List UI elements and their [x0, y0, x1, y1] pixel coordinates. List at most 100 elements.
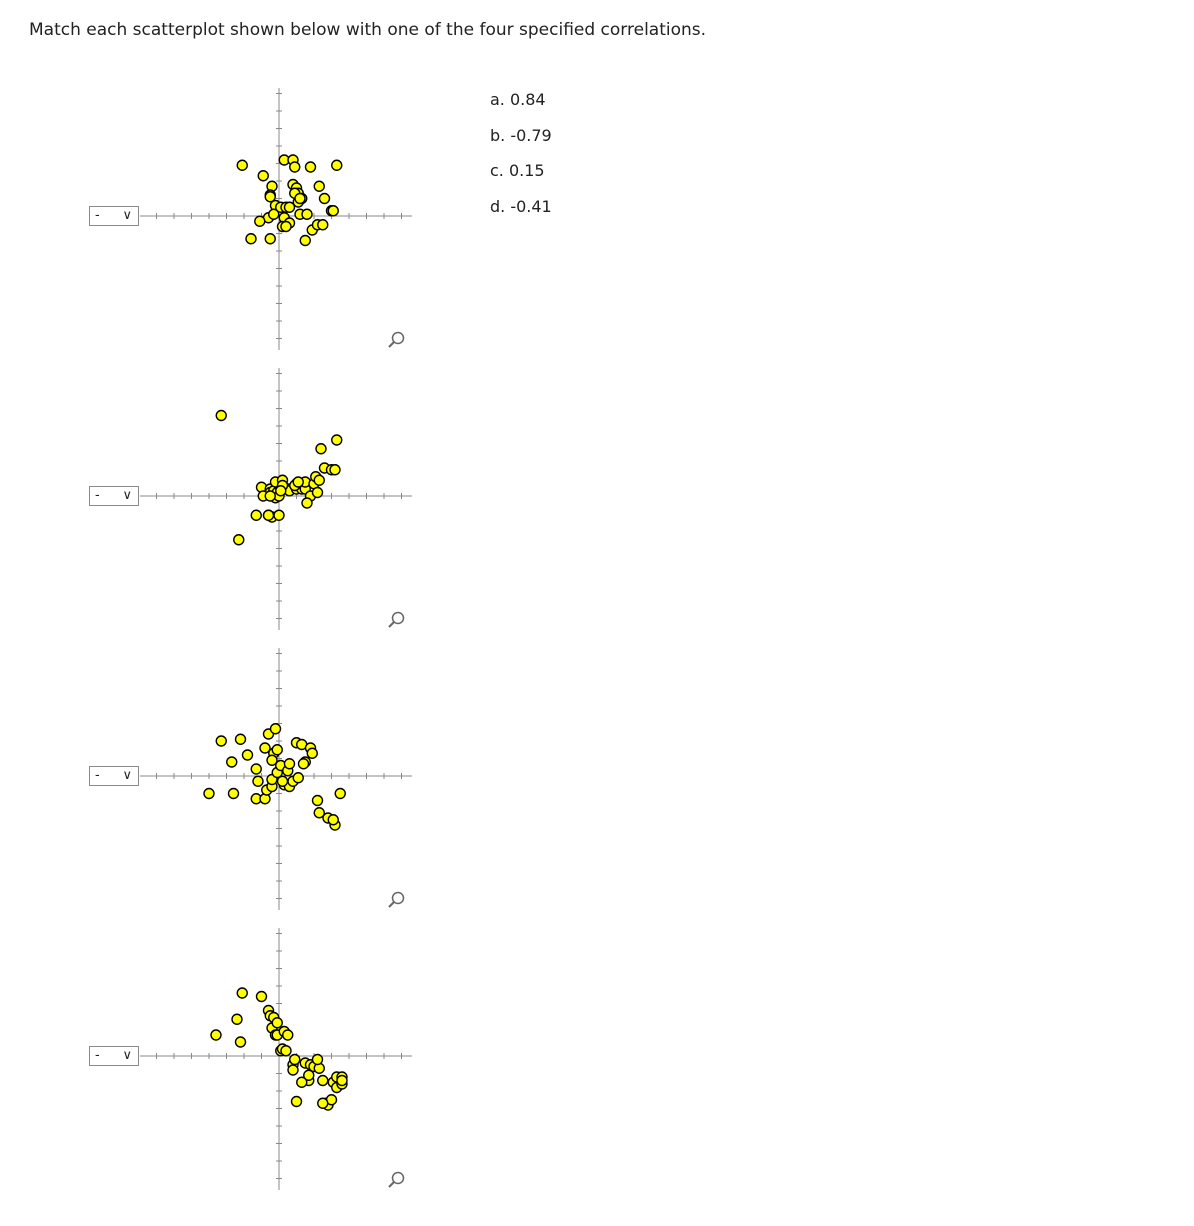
data-point	[301, 497, 313, 509]
data-point	[236, 159, 248, 171]
data-point	[317, 219, 329, 231]
data-point	[241, 749, 254, 761]
data-point	[276, 775, 289, 787]
data-point	[280, 1045, 292, 1057]
answer-choices: a. 0.84 b. -0.79 c. 0.15 d. -0.41	[490, 90, 552, 232]
data-point	[289, 1053, 301, 1066]
data-point	[296, 1076, 308, 1088]
data-point	[245, 233, 257, 245]
data-point	[210, 1029, 222, 1041]
scatterplot-row-1: - ∨	[0, 80, 440, 360]
data-point	[255, 990, 268, 1003]
data-point	[311, 794, 324, 807]
answer-choice-b: b. -0.79	[490, 125, 552, 145]
data-point	[275, 485, 287, 497]
scatterplot-row-2: - ∨	[0, 360, 440, 640]
data-point	[331, 434, 343, 446]
chevron-down-icon: ∨	[122, 488, 132, 503]
data-point	[257, 170, 269, 182]
data-point	[282, 1029, 294, 1041]
data-point	[266, 754, 278, 766]
chevron-down-icon: ∨	[122, 208, 132, 223]
data-point	[273, 509, 285, 521]
answer-choice-a: a. 0.84	[490, 90, 546, 109]
scatterplot-1	[140, 88, 412, 350]
data-point	[264, 233, 276, 245]
chevron-down-icon: ∨	[122, 768, 132, 783]
data-point	[203, 787, 215, 800]
data-point	[313, 807, 325, 819]
scatterplot-row-4: - ∨	[0, 920, 440, 1200]
data-point	[250, 509, 262, 521]
data-point	[290, 1095, 303, 1108]
data-point	[254, 215, 266, 227]
answer-choice-d: d. -0.41	[490, 196, 552, 216]
data-point	[226, 756, 238, 768]
data-point	[250, 763, 262, 775]
data-point	[301, 208, 313, 220]
zoom-icon[interactable]	[388, 891, 405, 908]
data-point	[227, 787, 240, 800]
data-point	[231, 1013, 243, 1025]
data-point	[264, 490, 276, 502]
data-point	[306, 747, 318, 759]
data-point	[259, 742, 271, 754]
data-point	[317, 1074, 329, 1087]
correlation-select-2[interactable]: - ∨	[89, 486, 139, 506]
data-point	[304, 161, 317, 173]
data-point	[297, 758, 310, 770]
data-point	[264, 191, 276, 203]
data-point	[299, 234, 311, 247]
data-point	[331, 159, 343, 171]
data-point	[283, 758, 296, 770]
data-point	[271, 1017, 283, 1029]
data-point	[233, 534, 245, 546]
data-point	[283, 201, 296, 213]
data-point	[268, 208, 280, 220]
data-point	[292, 772, 304, 784]
question-prompt: Match each scatterplot shown below with …	[29, 20, 707, 40]
correlation-select-4[interactable]: - ∨	[89, 1046, 139, 1066]
data-point	[234, 1036, 247, 1048]
select-value: -	[95, 208, 100, 223]
select-value: -	[95, 768, 100, 783]
data-point	[271, 744, 283, 756]
zoom-icon[interactable]	[388, 1171, 405, 1188]
data-point	[269, 723, 282, 735]
data-point	[292, 476, 304, 488]
data-point	[317, 1097, 329, 1109]
data-point	[327, 205, 339, 217]
data-point	[315, 443, 327, 455]
data-point	[236, 987, 248, 999]
data-point	[318, 192, 331, 205]
select-value: -	[95, 1048, 100, 1063]
scatterplot-3	[140, 648, 412, 910]
answer-choice-c: c. 0.15	[490, 161, 545, 180]
data-point	[252, 775, 264, 787]
chevron-down-icon: ∨	[122, 1048, 132, 1063]
data-point	[287, 1064, 299, 1076]
correlation-select-1[interactable]: - ∨	[89, 206, 139, 226]
data-point	[262, 509, 275, 521]
correlation-select-3[interactable]: - ∨	[89, 766, 139, 786]
scatterplot-row-3: - ∨	[0, 640, 440, 920]
zoom-icon[interactable]	[388, 331, 405, 348]
select-value: -	[95, 488, 100, 503]
scatterplot-2	[140, 368, 412, 630]
data-point	[215, 735, 227, 747]
data-point	[280, 220, 292, 233]
data-point	[329, 464, 341, 476]
data-point	[234, 733, 247, 745]
data-point	[294, 192, 306, 205]
data-point	[313, 180, 325, 192]
data-point	[303, 1069, 315, 1081]
data-point	[311, 1053, 324, 1066]
data-point	[313, 474, 325, 486]
data-point	[334, 787, 346, 800]
zoom-icon[interactable]	[388, 611, 405, 628]
data-point	[327, 814, 339, 826]
scatterplot-4	[140, 928, 412, 1190]
data-point	[215, 409, 227, 422]
data-point	[311, 486, 324, 499]
data-point	[289, 161, 301, 173]
